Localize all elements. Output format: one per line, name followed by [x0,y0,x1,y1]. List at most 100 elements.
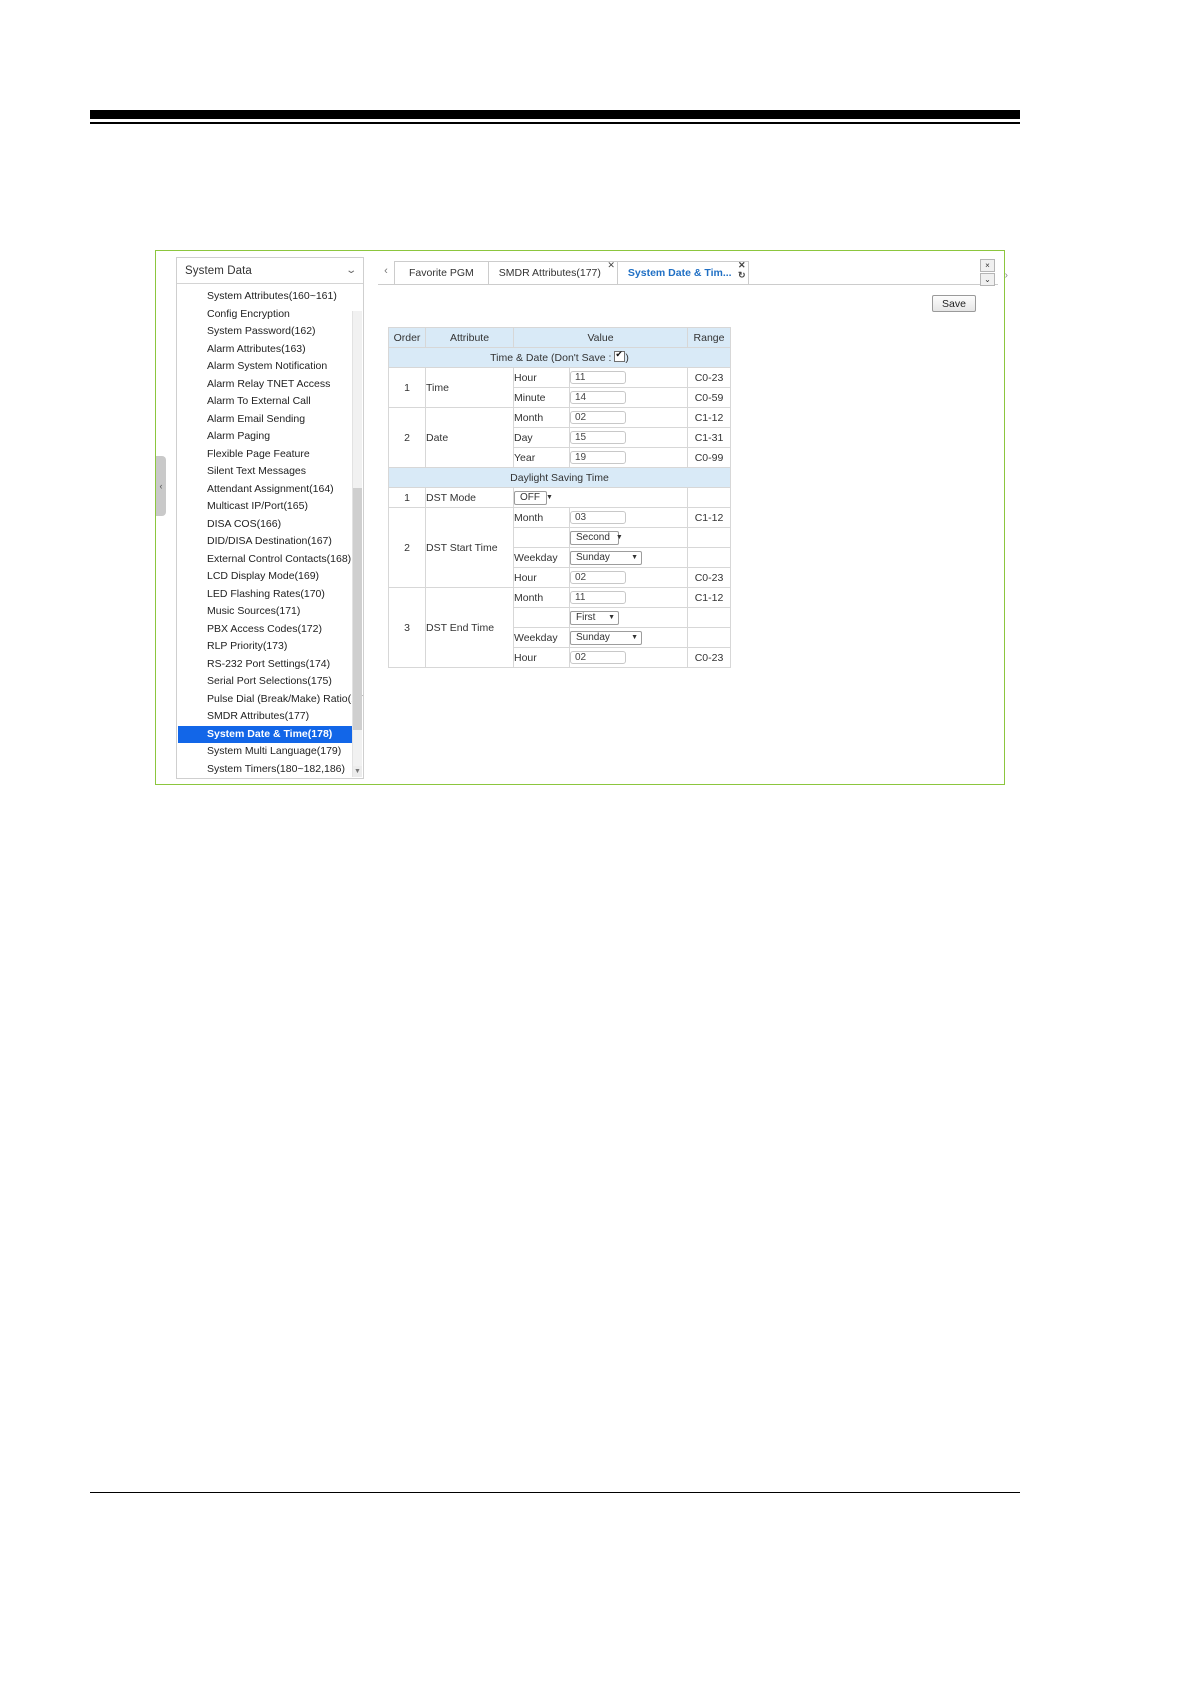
field-value-cell: 02 [569,407,688,428]
sidebar-item[interactable]: System Password(162) [207,325,316,337]
tab-strip: ‹ Favorite PGM SMDR Attributes(177) ✕ Sy… [378,257,1008,286]
field-value-cell: 11 [569,587,688,608]
sidebar-item[interactable]: Multicast IP/Port(165) [207,500,308,512]
table-row: Hour 02 C0-23 [389,567,731,588]
dst-start-week-select[interactable]: Second ▼ [570,530,623,545]
sidebar-item[interactable]: RLP Priority(173) [207,640,288,652]
month-input[interactable]: 02 [570,411,626,424]
field-value-cell: Sunday ▼ [569,627,688,648]
sidebar-item[interactable]: DISA COS(166) [207,517,282,530]
tab-label: System Date & Tim... [627,267,732,279]
field-value-cell: 19 [569,447,688,468]
sidebar-item[interactable]: Serial Port Selections(175) [207,675,332,687]
sidebar-scrollbar[interactable]: ▼ [352,311,362,777]
sidebar-item[interactable]: System Attributes(160~161) [207,290,337,302]
row-order: 1 [388,367,426,408]
checkbox-checked-icon[interactable] [614,349,626,362]
sidebar-scrollbar-thumb[interactable] [353,488,362,731]
dst-end-weekday-select[interactable]: Sunday ▼ [570,630,642,645]
field-range: C1-12 [687,507,731,528]
refresh-icon[interactable]: ↻ [738,270,746,280]
chevron-down-icon: ⌄ [984,275,991,284]
tab-label: SMDR Attributes(177) [498,267,601,279]
sidebar-item-system-date-time[interactable]: System Date & Time(178) [178,725,362,743]
caret-down-icon: ▼ [631,634,638,641]
section-header-daylight-saving-time: Daylight Saving Time [388,467,731,488]
dst-end-week-select[interactable]: First ▼ [570,610,619,625]
dst-mode-select[interactable]: OFF ▼ [514,490,553,505]
minute-input[interactable]: 14 [570,391,626,404]
dst-end-month-input[interactable]: 11 [570,591,626,604]
field-label: Weekday [513,627,570,648]
dst-start-hour-input[interactable]: 02 [570,571,626,584]
close-icon[interactable]: ✕ [738,260,746,270]
sidebar-item[interactable]: Alarm To External Call [207,395,311,407]
tab-system-date-time[interactable]: System Date & Tim... ✕ ↻ [616,260,749,284]
dst-mode-value: OFF [520,492,540,503]
field-label: Hour [513,647,570,668]
field-label: Hour [513,367,570,388]
sidebar-item[interactable]: LCD Display Mode(169) [207,570,320,582]
field-range [687,527,731,548]
tab-smdr-attributes[interactable]: SMDR Attributes(177) ✕ [487,260,618,284]
field-label: Month [513,587,570,608]
field-range: C0-59 [687,387,731,408]
window-minimize-button[interactable]: ⌄ [980,273,995,286]
dst-start-weekday-select[interactable]: Sunday ▼ [570,550,642,565]
sidebar-item[interactable]: Attendant Assignment(164) [207,482,334,495]
sidebar-item[interactable]: PBX Access Codes(172) [207,622,322,635]
table-row: 1 Time Hour 11 C0-23 [388,367,731,408]
sidebar-menu-list[interactable]: System Attributes(160~161) Config Encryp… [177,284,363,778]
page-header-rule-thin [90,122,1020,124]
field-range: C0-23 [687,567,731,588]
sidebar-item[interactable]: Silent Text Messages [207,465,307,477]
chevron-down-icon: ⌄ [344,265,357,276]
sidebar-item[interactable]: Alarm Email Sending [207,412,306,425]
field-label: Year [513,447,570,468]
field-value-cell: 11 [569,367,688,388]
chevron-left-icon[interactable]: ‹ [384,265,388,277]
page-header-rule [90,110,1020,119]
sidebar-item[interactable]: Flexible Page Feature [207,447,310,460]
sidebar-item[interactable]: Pulse Dial (Break/Make) Ratio(176) [207,692,363,705]
table-row: 2 DST Start Time Month 03 C1-12 [388,507,731,588]
sidebar-item[interactable]: System Multi Language(179) [207,745,342,757]
sidebar-item[interactable]: Alarm Paging [207,430,271,442]
sidebar-item[interactable]: DID/DISA Destination(167) [207,535,332,547]
sidebar-item[interactable]: Music Sources(171) [207,605,301,617]
sidebar-item[interactable]: Config Encryption [207,307,290,320]
page-footer-rule [90,1492,1020,1493]
table-row: Second ▼ [389,527,731,548]
window-close-button[interactable]: × [980,259,995,272]
day-input[interactable]: 15 [570,431,626,444]
dst-end-hour-input[interactable]: 02 [570,651,626,664]
field-range: C0-23 [687,647,731,668]
row-attribute: DST Start Time [425,507,514,588]
close-icon[interactable]: ✕ [607,260,615,270]
table-row: First ▼ [389,607,731,628]
column-header-order: Order [388,327,426,348]
hour-input[interactable]: 11 [570,371,626,384]
caret-down-icon: ▼ [615,534,623,541]
year-input[interactable]: 19 [570,451,626,464]
section-header-time-date: Time & Date (Don't Save : ) [388,347,731,368]
sidebar-item[interactable]: Alarm Relay TNET Access [207,377,331,390]
sidebar: System Data ⌄ System Attributes(160~161)… [176,257,364,779]
save-button[interactable]: Save [932,295,976,312]
toolbar: Save [378,285,998,319]
sidebar-item[interactable]: System Timers(180~182,186) [207,762,346,775]
tab-favorite-pgm[interactable]: Favorite PGM [394,261,489,284]
sidebar-item[interactable]: SMDR Attributes(177) [207,710,310,722]
sidebar-category-dropdown[interactable]: System Data ⌄ [177,258,363,284]
sidebar-item[interactable]: External Control Contacts(168) [207,552,352,565]
chevron-right-icon[interactable]: › [1004,270,1008,281]
table-row: Weekday Sunday ▼ [389,627,731,648]
caret-down-icon[interactable]: ▼ [353,766,362,777]
sidebar-item[interactable]: Alarm System Notification [207,360,328,372]
sidebar-item[interactable]: LED Flashing Rates(170) [207,587,325,600]
sidebar-item[interactable]: RS-232 Port Settings(174) [207,657,331,670]
field-range: C1-12 [687,407,731,428]
sidebar-collapse-handle[interactable]: ‹ [156,456,166,516]
sidebar-item[interactable]: Alarm Attributes(163) [207,342,306,355]
dst-start-month-input[interactable]: 03 [570,511,626,524]
